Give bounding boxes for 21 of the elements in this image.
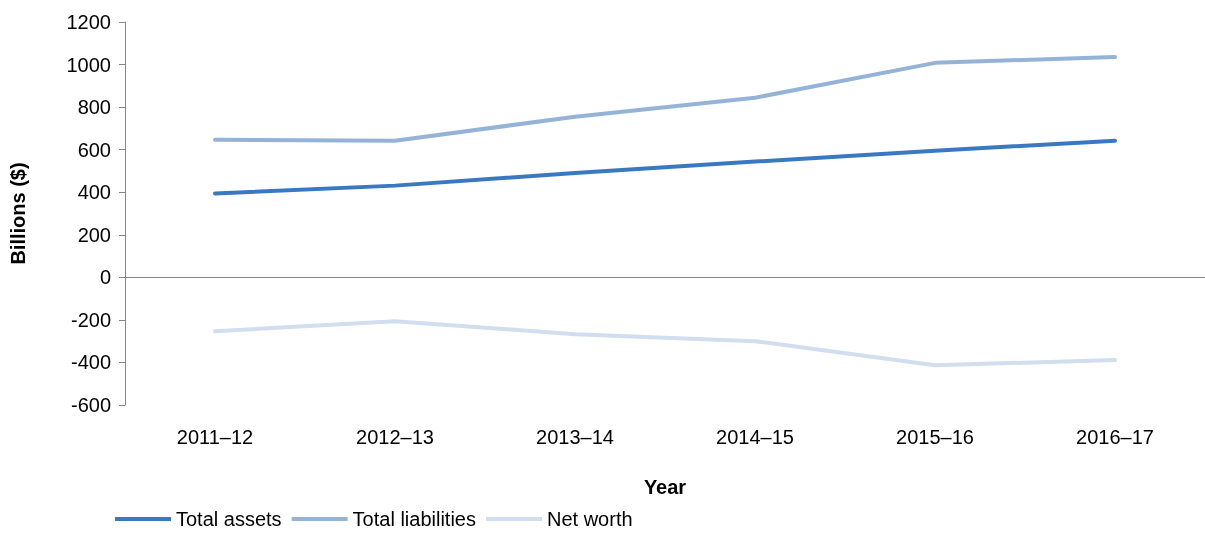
legend-label: Net worth — [546, 508, 633, 530]
y-tick-label: 400 — [77, 181, 111, 204]
x-tick-label: 2014–15 — [716, 426, 794, 448]
y-tick-label: 200 — [77, 223, 111, 246]
y-axis-title: Billions ($) — [7, 162, 29, 265]
x-tick-label: 2011–12 — [176, 426, 254, 448]
y-tick-label: -600 — [70, 394, 111, 416]
y-tick-label: 600 — [77, 138, 111, 161]
x-axis-title: Year — [643, 476, 687, 498]
legend-label: Total liabilities — [352, 508, 476, 530]
y-tick-label: -200 — [70, 308, 111, 331]
x-tick-label: 2016–17 — [1076, 426, 1154, 448]
y-tick-label: 1200 — [66, 11, 111, 33]
y-tick-label: 0 — [99, 266, 111, 289]
x-tick-label: 2013–14 — [536, 426, 614, 448]
legend-label: Total assets — [176, 508, 282, 530]
x-tick-label: 2012–13 — [356, 426, 434, 448]
x-tick-label: 2015–16 — [896, 426, 974, 448]
y-tick-label: -400 — [70, 351, 111, 374]
y-tick-label: 800 — [77, 96, 111, 119]
y-tick-label: 1000 — [66, 53, 111, 76]
